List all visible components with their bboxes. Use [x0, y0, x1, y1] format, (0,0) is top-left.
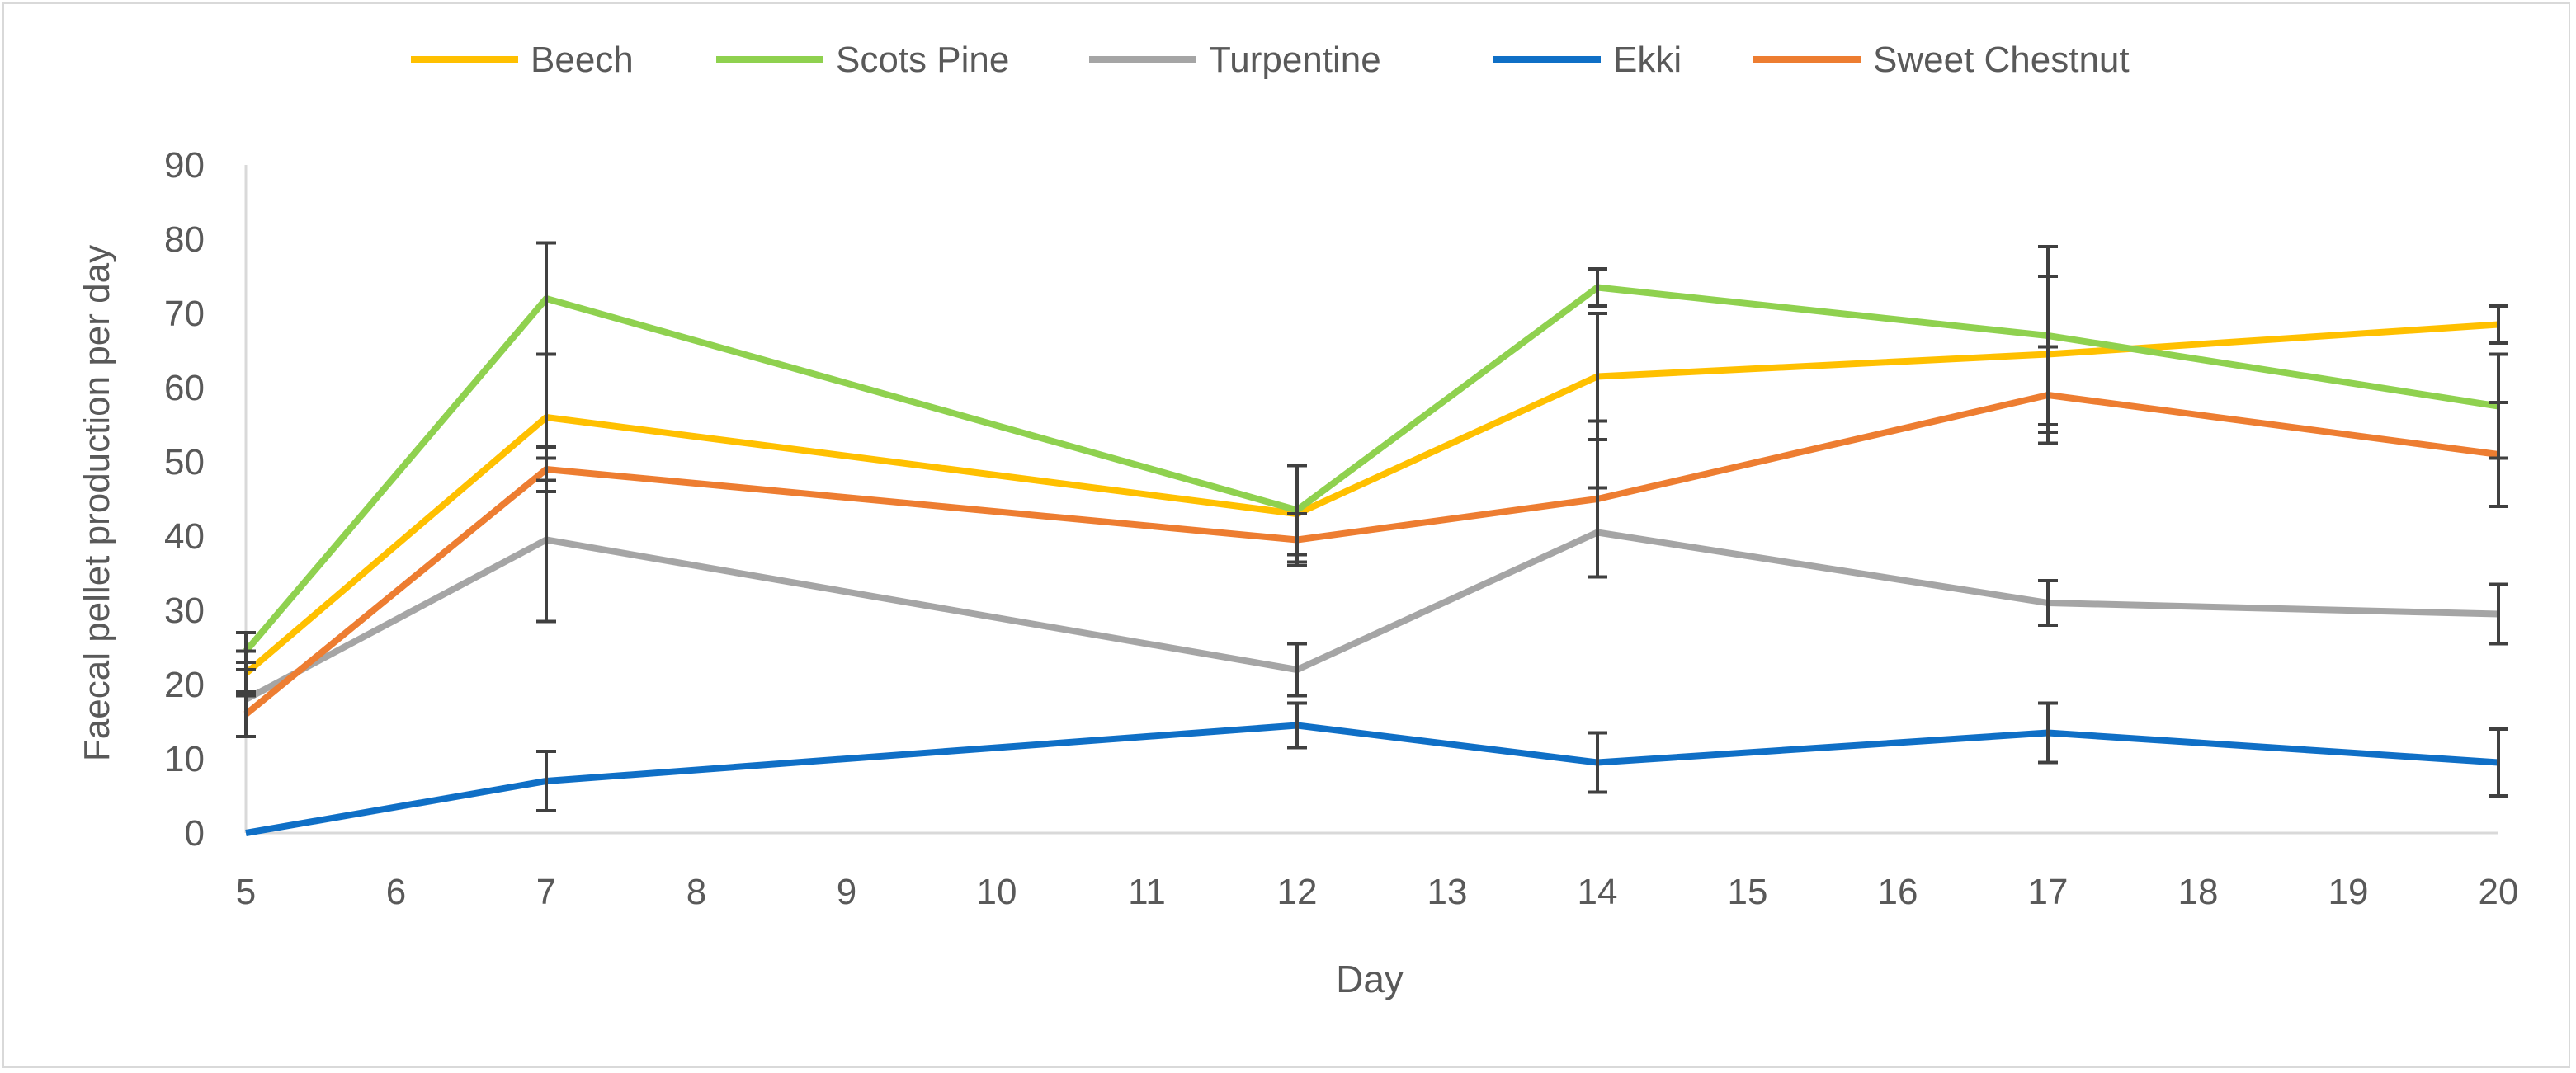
error-bar-turpentine — [2038, 579, 2058, 627]
series-line-turpentine — [244, 529, 2499, 703]
series-line-sweet-chestnut — [243, 392, 2499, 718]
error-bar-sweet-chestnut — [1287, 512, 1307, 567]
x-tick-label: 5 — [236, 872, 256, 912]
x-tick-label: 16 — [1878, 872, 1918, 912]
error-bar-sweet-chestnut — [1588, 419, 1607, 579]
x-tick-label: 12 — [1277, 872, 1318, 912]
error-bar-sweet-chestnut — [2038, 345, 2058, 445]
x-tick-label: 19 — [2328, 872, 2369, 912]
series-lines — [243, 284, 2499, 836]
y-tick-label: 0 — [185, 813, 205, 854]
x-tick-label: 6 — [386, 872, 406, 912]
y-tick-label: 40 — [164, 516, 205, 557]
x-tick-label: 13 — [1427, 872, 1468, 912]
error-bar-sweet-chestnut — [2489, 401, 2508, 508]
legend: Beech Scots Pine Turpentine Ekki Sweet Chest… — [411, 40, 2130, 80]
axes: 0 10 20 30 40 50 60 70 80 90 5 6 7 8 9 10 11 12 13 14 15 16 17… — [164, 145, 2518, 912]
legend-label: Beech — [531, 40, 634, 80]
x-tick-label: 9 — [837, 872, 856, 912]
x-tick-label: 18 — [2178, 872, 2219, 912]
y-tick-label: 10 — [164, 739, 205, 779]
legend-label: Ekki — [1613, 40, 1682, 80]
legend-item-ekki: Ekki — [1493, 40, 1682, 80]
y-tick-label: 90 — [164, 145, 205, 186]
series-line-ekki — [245, 722, 2499, 836]
series-line-beech — [243, 321, 2499, 676]
legend-item-turpentine: Turpentine — [1089, 40, 1381, 80]
error-bar-ekki — [1287, 701, 1307, 750]
error-bar-sweet-chestnut — [236, 690, 256, 738]
error-bar-turpentine — [1287, 642, 1307, 698]
legend-label: Scots Pine — [836, 40, 1009, 80]
error-bar-beech — [2489, 304, 2508, 345]
y-tick-label: 30 — [164, 591, 205, 631]
legend-item-beech: Beech — [411, 40, 634, 80]
y-axis-label: Faecal pellet production per day — [77, 245, 117, 761]
y-tick-label: 80 — [164, 219, 205, 260]
legend-label: Turpentine — [1209, 40, 1381, 80]
x-tick-label: 17 — [2028, 872, 2069, 912]
error-bar-scots-pine — [1588, 267, 1607, 308]
legend-label: Sweet Chestnut — [1873, 40, 2130, 80]
error-bar-ekki — [2038, 701, 2058, 765]
y-tick-label: 70 — [164, 294, 205, 334]
x-tick-label: 7 — [536, 872, 556, 912]
error-bar-scots-pine — [536, 241, 556, 356]
y-tick-label: 20 — [164, 665, 205, 705]
error-bar-ekki — [536, 750, 556, 812]
error-bar-turpentine — [2489, 582, 2508, 646]
legend-item-scots-pine: Scots Pine — [716, 40, 1009, 80]
x-tick-label: 11 — [1128, 872, 1166, 912]
x-tick-label: 20 — [2479, 872, 2519, 912]
x-tick-label: 15 — [1728, 872, 1768, 912]
x-tick-label: 8 — [686, 872, 706, 912]
legend-item-sweet-chestnut: Sweet Chestnut — [1753, 40, 2130, 80]
series-line-scots-pine — [243, 284, 2499, 654]
x-axis-label: Day — [1336, 958, 1404, 1000]
error-bar-ekki — [1588, 731, 1607, 794]
x-tick-label: 10 — [977, 872, 1017, 912]
y-tick-label: 50 — [164, 442, 205, 482]
error-bar-ekki — [2489, 727, 2508, 798]
error-bar-sweet-chestnut — [536, 445, 556, 493]
y-tick-label: 60 — [164, 368, 205, 408]
x-tick-label: 14 — [1578, 872, 1618, 912]
error-bars — [236, 241, 2508, 812]
